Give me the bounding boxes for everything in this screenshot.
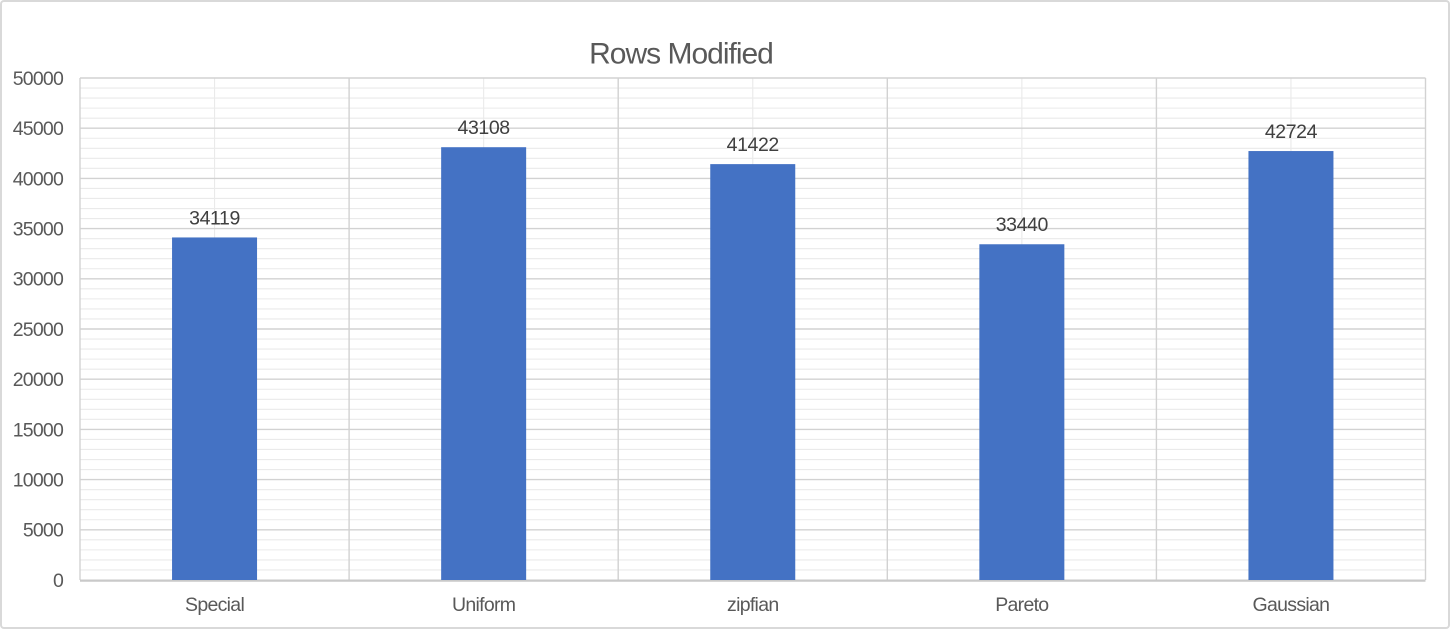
svg-text:0: 0 bbox=[53, 570, 64, 592]
svg-text:20000: 20000 bbox=[13, 369, 64, 391]
svg-text:41422: 41422 bbox=[727, 134, 779, 156]
svg-text:Gaussian: Gaussian bbox=[1253, 594, 1330, 616]
svg-text:35000: 35000 bbox=[13, 219, 64, 241]
svg-text:5000: 5000 bbox=[23, 520, 64, 542]
svg-text:10000: 10000 bbox=[13, 470, 64, 492]
svg-text:Special: Special bbox=[185, 594, 244, 616]
svg-text:43108: 43108 bbox=[458, 117, 510, 139]
svg-text:42724: 42724 bbox=[1265, 121, 1318, 143]
svg-text:30000: 30000 bbox=[13, 269, 64, 291]
svg-text:15000: 15000 bbox=[13, 419, 64, 441]
svg-text:33440: 33440 bbox=[996, 214, 1049, 236]
svg-text:45000: 45000 bbox=[13, 118, 64, 140]
svg-text:Rows Modified: Rows Modified bbox=[589, 37, 773, 70]
svg-text:zipfian: zipfian bbox=[727, 594, 778, 616]
svg-text:Pareto: Pareto bbox=[995, 594, 1049, 616]
svg-text:Uniform: Uniform bbox=[452, 594, 515, 616]
svg-text:25000: 25000 bbox=[13, 319, 64, 341]
svg-text:50000: 50000 bbox=[13, 68, 64, 90]
svg-text:40000: 40000 bbox=[13, 168, 64, 190]
svg-text:34119: 34119 bbox=[189, 207, 240, 229]
